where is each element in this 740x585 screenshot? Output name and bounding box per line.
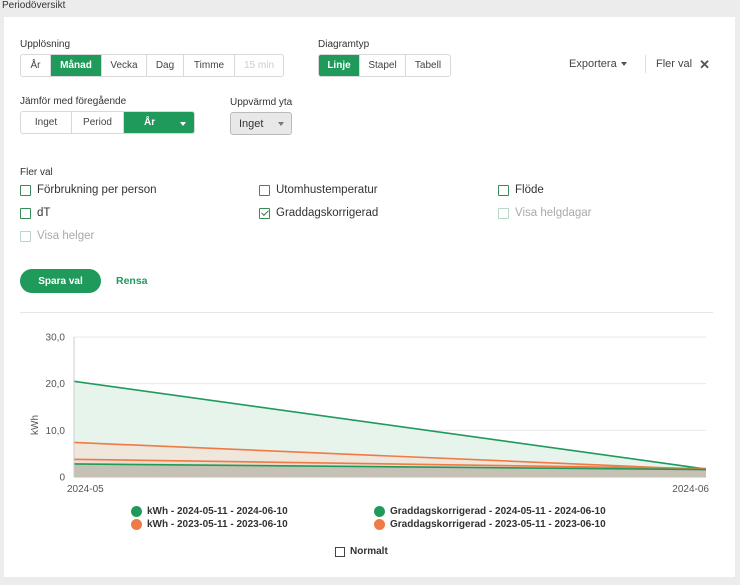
checkbox-box[interactable] bbox=[20, 184, 31, 196]
more-options-label: Fler val bbox=[656, 58, 693, 70]
x-tick-label: 2024-05 bbox=[67, 484, 104, 495]
checkbox-outdoor-temperature[interactable]: Utomhustemperatur bbox=[259, 184, 378, 196]
heated-area-select[interactable]: Inget bbox=[230, 112, 292, 135]
checkbox-dt[interactable]: dT bbox=[20, 207, 50, 219]
legend-item[interactable]: Graddagskorrigerad - 2024-05-11 - 2024-0… bbox=[374, 506, 606, 517]
resolution-option-year[interactable]: År bbox=[21, 55, 51, 76]
resolution-option-week[interactable]: Vecka bbox=[102, 55, 147, 76]
page-title: Periodöversikt bbox=[2, 0, 66, 11]
resolution-option-hour[interactable]: Timme bbox=[184, 55, 235, 76]
legend-dot-icon bbox=[131, 506, 142, 517]
compare-option-none[interactable]: Inget bbox=[21, 112, 72, 133]
series-line bbox=[73, 380, 707, 470]
legend-item[interactable]: kWh - 2023-05-11 - 2023-06-10 bbox=[131, 519, 288, 530]
export-label: Exportera bbox=[569, 58, 617, 70]
more-options-section-label: Fler val bbox=[20, 167, 53, 178]
checkbox-box bbox=[20, 230, 31, 242]
chart-type-toggle: Linje Stapel Tabell bbox=[318, 54, 451, 77]
checkbox-label: Utomhustemperatur bbox=[276, 184, 378, 196]
compare-toggle: Inget Period År bbox=[20, 111, 195, 134]
resolution-option-day[interactable]: Dag bbox=[147, 55, 184, 76]
divider bbox=[20, 312, 713, 313]
close-icon[interactable]: ✕ bbox=[699, 56, 710, 72]
compare-option-year[interactable]: År bbox=[124, 112, 194, 133]
resolution-option-15min: 15 min bbox=[243, 60, 274, 71]
y-tick-label: 0 bbox=[59, 473, 65, 484]
chart-type-option-table[interactable]: Tabell bbox=[414, 60, 442, 71]
normal-label: Normalt bbox=[350, 546, 388, 557]
series-line bbox=[73, 463, 707, 471]
caret-down-icon bbox=[180, 122, 186, 126]
clear-button[interactable]: Rensa bbox=[116, 275, 148, 287]
save-button[interactable]: Spara val bbox=[20, 269, 101, 293]
x-tick-label: 2024-06 bbox=[672, 484, 709, 495]
resolution-label: Upplösning bbox=[20, 39, 71, 50]
checkbox-box bbox=[498, 207, 509, 219]
checkbox-label: Graddagskorrigerad bbox=[276, 207, 379, 219]
chart-type-option-bar[interactable]: Stapel bbox=[360, 55, 406, 76]
legend-dot-icon bbox=[131, 519, 142, 530]
series-line bbox=[73, 441, 707, 471]
consumption-chart: 0 10,0 20,0 30,0 2024-05 2024-06 kWh bbox=[30, 333, 709, 496]
caret-down-icon bbox=[278, 122, 284, 126]
main-card: Upplösning År Månad Vecka Dag Timme 15 m… bbox=[4, 17, 735, 577]
resolution-option-month[interactable]: Månad bbox=[51, 55, 102, 76]
resolution-toggle: År Månad Vecka Dag Timme 15 min bbox=[20, 54, 284, 77]
legend-label: kWh - 2023-05-11 - 2023-06-10 bbox=[147, 519, 288, 530]
export-dropdown[interactable]: Exportera bbox=[569, 58, 627, 70]
legend-item[interactable]: Graddagskorrigerad - 2023-05-11 - 2023-0… bbox=[374, 519, 606, 530]
checkbox-label: Flöde bbox=[515, 184, 544, 196]
checkbox-flow[interactable]: Flöde bbox=[498, 184, 544, 196]
legend-dot-icon bbox=[374, 506, 385, 517]
checkbox-label: Visa helgdagar bbox=[515, 207, 592, 219]
checkbox-label: Visa helger bbox=[37, 230, 95, 242]
toolbar-divider bbox=[645, 55, 646, 73]
compare-option-period[interactable]: Period bbox=[72, 112, 124, 133]
checkbox-label: Förbrukning per person bbox=[37, 184, 157, 196]
series-area bbox=[74, 463, 706, 477]
caret-down-icon bbox=[620, 62, 627, 66]
normal-toggle[interactable]: Normalt bbox=[335, 546, 388, 557]
heated-area-label: Uppvärmd yta bbox=[230, 97, 293, 108]
y-tick-label: 20,0 bbox=[46, 379, 66, 390]
chart-type-label: Diagramtyp bbox=[318, 39, 370, 50]
checkbox-box[interactable] bbox=[335, 546, 345, 557]
compare-option-year-label: År bbox=[144, 117, 156, 128]
chart-type-option-line[interactable]: Linje bbox=[319, 55, 360, 76]
legend-item[interactable]: kWh - 2024-05-11 - 2024-06-10 bbox=[131, 506, 288, 517]
legend-label: Graddagskorrigerad - 2024-05-11 - 2024-0… bbox=[390, 506, 606, 517]
y-tick-label: 10,0 bbox=[46, 426, 66, 437]
checkbox-box[interactable] bbox=[498, 184, 509, 196]
legend-label: kWh - 2024-05-11 - 2024-06-10 bbox=[147, 506, 288, 517]
y-tick-label: 30,0 bbox=[46, 333, 66, 344]
series-line bbox=[73, 458, 707, 470]
more-options-toggle[interactable]: Fler val ✕ bbox=[656, 56, 710, 72]
checkbox-consumption-per-person[interactable]: Förbrukning per person bbox=[20, 184, 157, 196]
legend-dot-icon bbox=[374, 519, 385, 530]
checkbox-label: dT bbox=[37, 207, 51, 219]
legend-label: Graddagskorrigerad - 2023-05-11 - 2023-0… bbox=[390, 519, 606, 530]
checkbox-box[interactable] bbox=[259, 207, 270, 219]
checkbox-box[interactable] bbox=[259, 184, 270, 196]
y-axis-label: kWh bbox=[30, 415, 41, 435]
compare-label: Jämför med föregående bbox=[20, 96, 127, 107]
checkbox-box[interactable] bbox=[20, 207, 31, 219]
checkbox-degree-day-corrected[interactable]: Graddagskorrigerad bbox=[259, 207, 378, 219]
heated-area-value: Inget bbox=[239, 117, 264, 130]
checkbox-show-holidays: Visa helgdagar bbox=[498, 207, 592, 219]
checkbox-show-weekends: Visa helger bbox=[20, 230, 94, 242]
